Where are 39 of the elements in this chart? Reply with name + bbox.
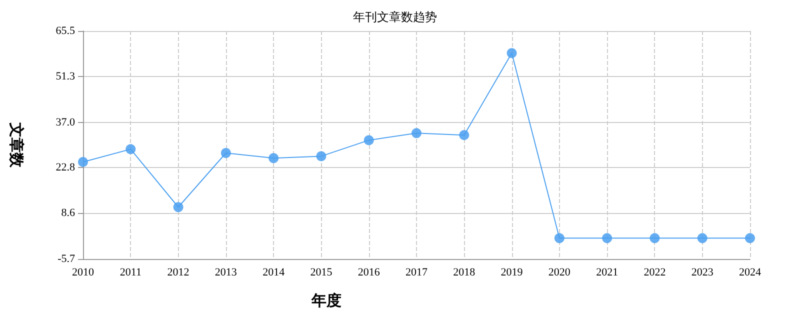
y-tick-label: 65.5 xyxy=(56,25,76,37)
point xyxy=(697,233,708,244)
y-tick-label: -5.7 xyxy=(58,253,76,265)
y-tick-label: 22.8 xyxy=(56,162,76,174)
chart-title: 年刊文章数趋势 xyxy=(353,10,437,24)
x-tick-label: 2014 xyxy=(262,266,286,278)
x-tick-label: 2015 xyxy=(310,266,333,278)
point xyxy=(173,202,184,212)
point xyxy=(220,148,231,158)
x-tick-label: 2019 xyxy=(500,266,524,278)
x-tick-label: 2016 xyxy=(358,266,380,278)
y-tick-label: 51.3 xyxy=(56,70,76,82)
point xyxy=(126,144,136,154)
x-tick-label: 2011 xyxy=(120,266,142,278)
x-tick-label: 2013 xyxy=(214,266,238,278)
point xyxy=(364,135,374,146)
y-tick-label: 37.0 xyxy=(56,116,76,128)
point xyxy=(459,130,470,140)
x-axis-title: 年度 xyxy=(310,292,342,310)
point xyxy=(745,233,755,244)
point xyxy=(412,128,422,138)
x-tick-label: 2018 xyxy=(453,266,476,278)
x-tick-label: 2024 xyxy=(739,266,762,278)
x-tick-label: 2022 xyxy=(644,266,666,278)
point xyxy=(650,233,660,244)
x-tick-label: 2023 xyxy=(691,266,714,278)
y-tick-label: 8.6 xyxy=(61,207,76,220)
x-tick-label: 2021 xyxy=(596,266,618,278)
x-tick-label: 2010 xyxy=(72,266,94,278)
point xyxy=(316,151,326,162)
point xyxy=(268,153,279,164)
point xyxy=(78,156,88,167)
y-axis-title: 文章数 xyxy=(8,122,26,168)
point xyxy=(602,233,612,244)
point xyxy=(554,233,564,244)
point xyxy=(506,48,517,58)
x-tick-label: 2020 xyxy=(548,266,571,278)
x-tick-label: 2012 xyxy=(167,266,190,278)
x-tick-label: 2017 xyxy=(406,266,428,278)
